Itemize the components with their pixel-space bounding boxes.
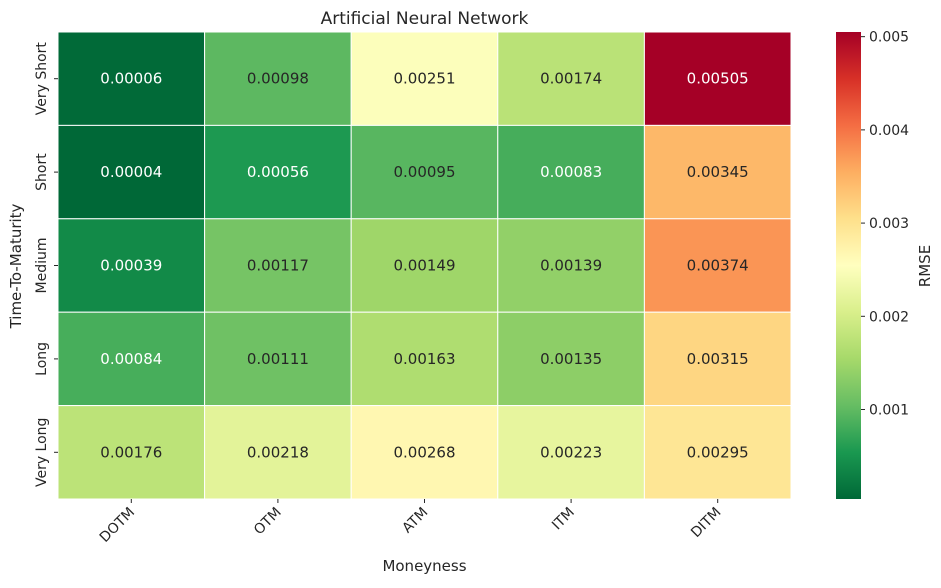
heatmap-cell-0-3: [497, 31, 645, 126]
cell-annotation-3-2: 0.00163: [393, 350, 455, 368]
heatmap-cell-4-2: [350, 405, 499, 500]
cell-annotation-1-0: 0.00004: [100, 163, 162, 181]
colorbar-tick-label: 0.003: [869, 216, 909, 232]
heatmap-cell-0-4: [643, 31, 792, 126]
cell-annotation-0-2: 0.00251: [393, 70, 455, 88]
cell-annotation-4-3: 0.00223: [540, 443, 602, 461]
cell-annotation-2-0: 0.00039: [100, 257, 162, 275]
colorbar-tick-label: 0.004: [869, 123, 909, 139]
cell-annotation-0-1: 0.00098: [247, 70, 309, 88]
x-tick-label: DOTM: [97, 505, 138, 546]
heatmap-cell-2-2: [350, 218, 499, 313]
cell-annotation-3-3: 0.00135: [540, 350, 602, 368]
x-axis-label: Moneyness: [382, 557, 466, 575]
cell-annotation-4-0: 0.00176: [100, 443, 162, 461]
cell-annotation-1-4: 0.00345: [687, 163, 749, 181]
heatmap-cell-1-4: [643, 124, 792, 220]
y-tick-label: Short: [34, 153, 50, 191]
heatmap-cell-3-4: [643, 311, 792, 407]
y-tick-label: Long: [34, 342, 50, 376]
x-axis-ticks: DOTM OTM ATM ITM DITM: [97, 499, 725, 546]
cell-annotation-4-2: 0.00268: [393, 443, 455, 461]
heatmap-cell-0-1: [204, 31, 352, 126]
x-tick-label: ITM: [549, 505, 578, 534]
heatmap-cell-2-4: [643, 218, 792, 313]
x-tick-label: OTM: [251, 505, 285, 539]
heatmap-cell-2-3: [497, 218, 645, 313]
colorbar-tick-label: 0.002: [869, 309, 909, 325]
colorbar-gradient: [836, 32, 861, 499]
colorbar-tick-label: 0.005: [869, 30, 909, 46]
cell-annotation-2-4: 0.00374: [687, 257, 749, 275]
heatmap-cell-4-4: [643, 405, 792, 500]
cell-annotation-4-4: 0.00295: [687, 443, 749, 461]
heatmap-cell-1-0: [57, 124, 206, 220]
x-tick-label: DITM: [688, 505, 724, 541]
heatmap-cells: [57, 31, 792, 500]
colorbar-tick-label: 0.001: [869, 403, 909, 419]
y-tick-label: Medium: [34, 238, 50, 294]
x-tick-label: ATM: [399, 505, 431, 537]
heatmap-cell-1-2: [350, 124, 499, 220]
heatmap-cell-3-2: [350, 311, 499, 407]
y-tick-label: Very Short: [34, 42, 50, 116]
cell-annotation-2-1: 0.00117: [247, 257, 309, 275]
cell-annotation-2-2: 0.00149: [393, 257, 455, 275]
cell-annotation-0-0: 0.00006: [100, 70, 162, 88]
heatmap-cell-2-1: [204, 218, 352, 313]
cell-annotation-3-0: 0.00084: [100, 350, 162, 368]
heatmap-annotations: 0.00006 0.00098 0.00251 0.00174 0.00505 0.000…: [100, 70, 748, 462]
heatmap-cell-0-2: [350, 31, 499, 126]
colorbar-label: RMSE: [916, 245, 934, 287]
y-axis-ticks: Very Short Short Medium Long Very Long: [34, 42, 58, 487]
cell-annotation-4-1: 0.00218: [247, 443, 309, 461]
y-tick-label: Very Long: [34, 418, 50, 487]
cell-annotation-1-3: 0.00083: [540, 163, 602, 181]
cell-annotation-1-2: 0.00095: [393, 163, 455, 181]
cell-annotation-1-1: 0.00056: [247, 163, 309, 181]
heatmap-cell-3-3: [497, 311, 645, 407]
chart-title: Artificial Neural Network: [321, 9, 529, 29]
cell-annotation-3-1: 0.00111: [247, 350, 309, 368]
heatmap-cell-0-0: [57, 31, 206, 126]
cell-annotation-0-4: 0.00505: [687, 70, 749, 88]
y-axis-label: Time-To-Maturity: [7, 203, 25, 329]
cell-annotation-3-4: 0.00315: [687, 350, 749, 368]
heatmap-cell-4-0: [57, 405, 206, 500]
heatmap-cell-4-1: [204, 405, 352, 500]
heatmap-cell-3-1: [204, 311, 352, 407]
cell-annotation-0-3: 0.00174: [540, 70, 602, 88]
cell-annotation-2-3: 0.00139: [540, 257, 602, 275]
colorbar: 0.001 0.002 0.003 0.004 0.005: [836, 30, 909, 499]
